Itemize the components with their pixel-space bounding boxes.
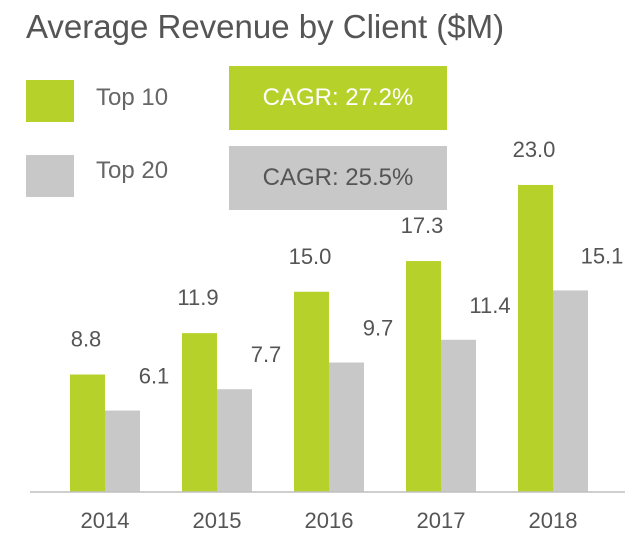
data-label-top20-2017: 11.4: [469, 293, 510, 318]
bar-top10-2014: [70, 374, 105, 492]
bar-top10-2015: [182, 333, 217, 492]
chart-title: Average Revenue by Client ($M): [26, 8, 505, 45]
data-label-top20-2015: 7.7: [251, 342, 282, 367]
bar-top20-2018: [553, 290, 588, 492]
data-label-top20-2016: 9.7: [363, 316, 394, 341]
bar-top20-2017: [441, 339, 476, 492]
x-tick-label-2015: 2015: [193, 508, 242, 533]
legend-label-top10: Top 10: [96, 84, 169, 111]
data-label-top20-2014: 6.1: [139, 364, 170, 389]
bar-top20-2015: [217, 389, 252, 492]
cagr-badge-top20: CAGR: 25.5%: [229, 146, 447, 210]
x-tick-label-2016: 2016: [305, 508, 354, 533]
data-label-top10-2014: 8.8: [71, 327, 102, 352]
bar-top10-2017: [406, 261, 441, 492]
legend-swatch-top20: [26, 155, 74, 197]
bar-top10-2018: [518, 184, 553, 492]
bar-top20-2016: [329, 362, 364, 492]
x-tick-label-2018: 2018: [529, 508, 578, 533]
bar-top10-2016: [294, 291, 329, 492]
x-tick-label-2014: 2014: [81, 508, 130, 533]
data-label-top20-2018: 15.1: [581, 243, 624, 268]
legend-label-top20: Top 20: [96, 157, 169, 184]
data-label-top10-2015: 11.9: [177, 285, 218, 310]
bar-top20-2014: [105, 410, 140, 492]
data-label-top10-2018: 23.0: [513, 137, 556, 162]
legend-swatch-top10: [26, 80, 74, 122]
data-label-top10-2016: 15.0: [289, 244, 332, 269]
cagr-badge-top10: CAGR: 27.2%: [229, 66, 447, 130]
data-label-top10-2017: 17.3: [401, 213, 444, 238]
x-tick-label-2017: 2017: [417, 508, 466, 533]
